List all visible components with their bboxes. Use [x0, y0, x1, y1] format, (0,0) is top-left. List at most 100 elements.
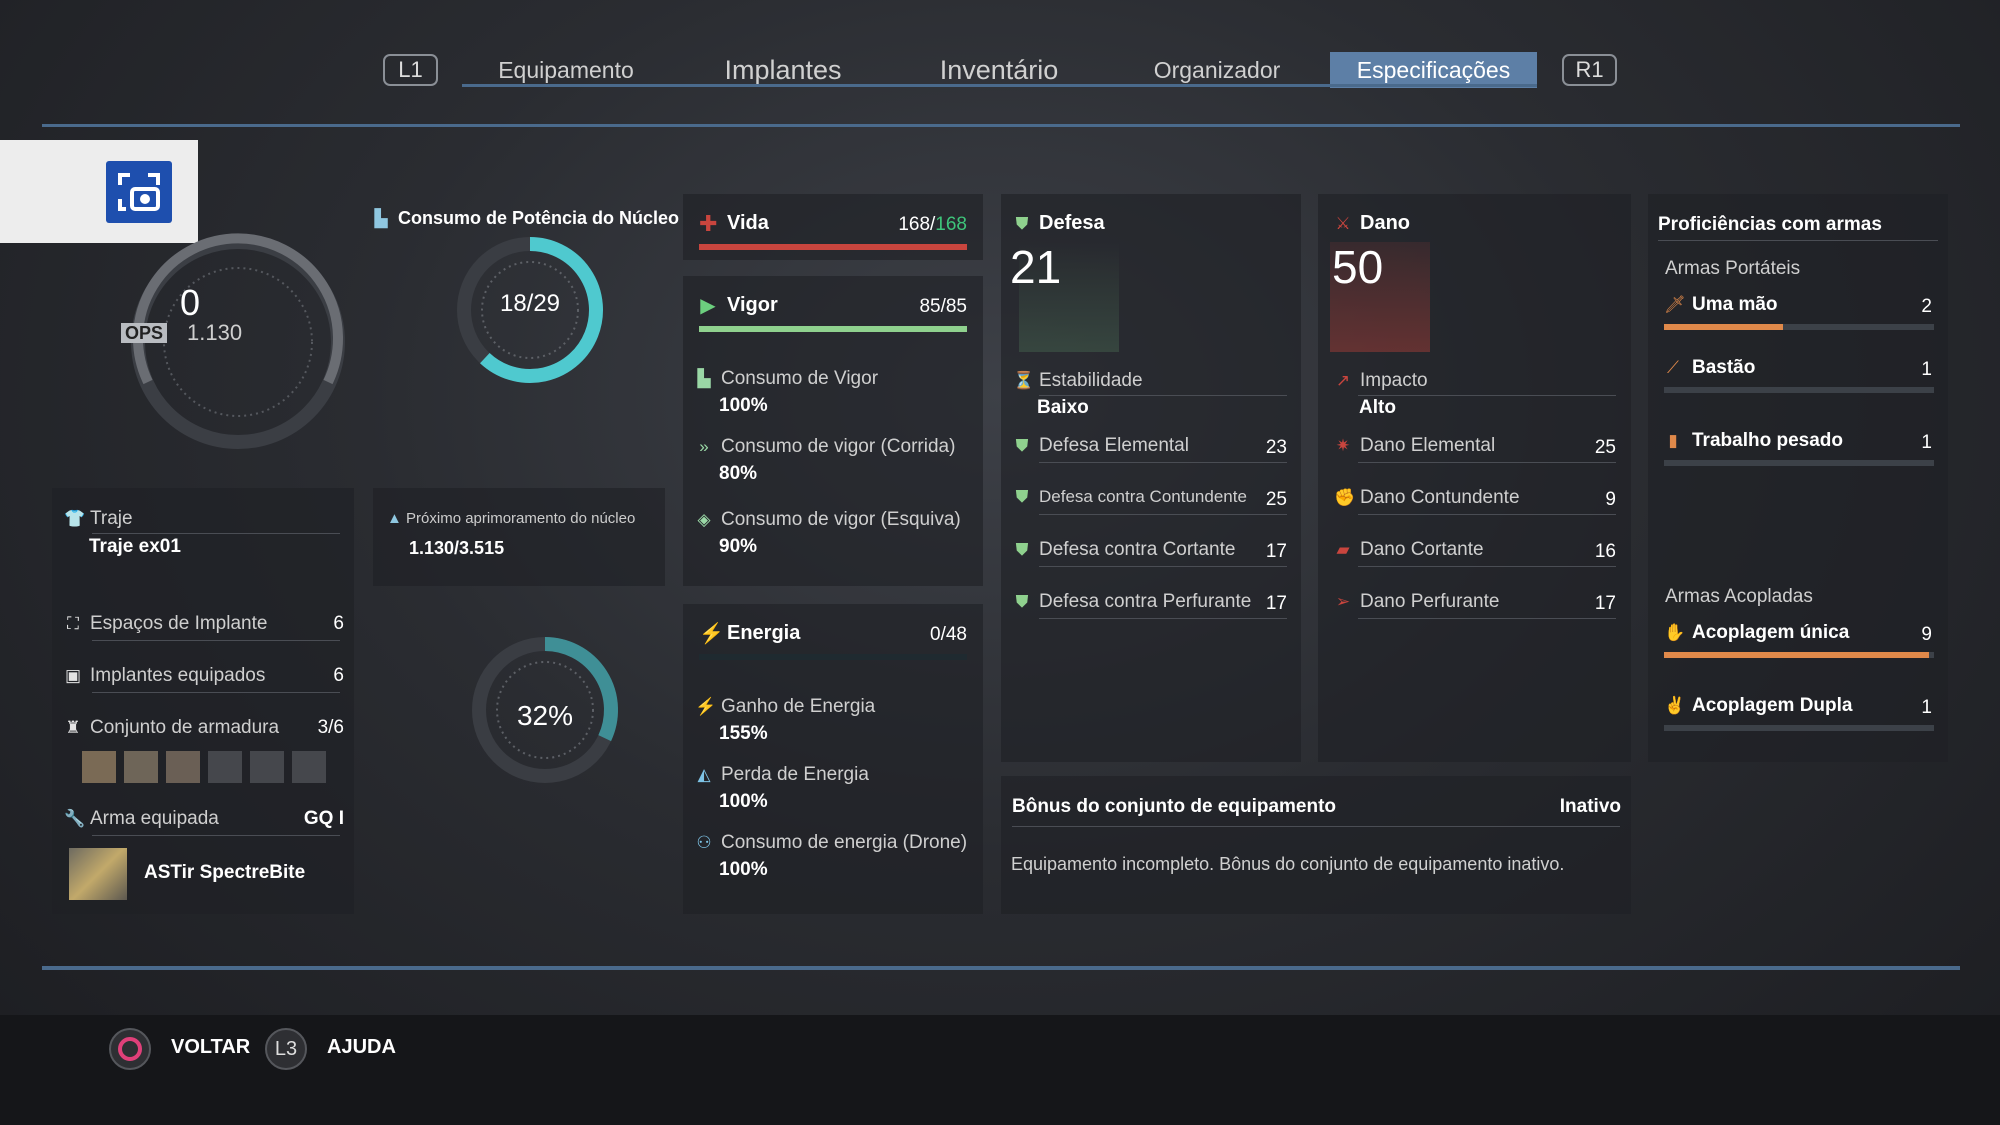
dano-value: 50 [1332, 241, 1384, 293]
vigor-arrow-icon: ▶ [700, 294, 716, 317]
vigor-panel: ▶ Vigor 85/85 ▙ Consumo de Vigor 100% » Con… [683, 276, 983, 586]
armor-slot-arm[interactable] [124, 751, 158, 783]
ring-fill [544, 637, 618, 742]
defesa-stat-value: 25 [1265, 489, 1287, 510]
energia-stat-value: 100% [719, 859, 768, 880]
proficiency-bar [1664, 460, 1934, 466]
capture-overlay[interactable] [0, 140, 198, 243]
weapon-name: ASTir SpectreBite [144, 862, 306, 883]
stability-icon: ⏳ [1013, 371, 1035, 390]
proficiency-bar [1664, 725, 1934, 731]
weapon-thumbnail[interactable] [69, 848, 127, 900]
estabilidade-value: Baixo [1037, 397, 1089, 418]
core-next-panel: ▲ Próximo aprimoramento do núcleo 1.130/… [373, 488, 665, 586]
heavy-work-icon: ▮ [1668, 431, 1678, 450]
energy-gain-icon: ⚡ [695, 697, 717, 716]
suit-name: Traje ex01 [89, 536, 181, 557]
shield-pierce-icon: ⛊ [1015, 592, 1029, 611]
portable-weapons-label: Armas Portáteis [1665, 258, 1801, 279]
docked-weapons-label: Armas Acopladas [1665, 586, 1813, 607]
slash-damage-icon: ▰ [1336, 540, 1350, 559]
suit-row: 👕 Traje [64, 508, 133, 529]
defesa-graph [1019, 242, 1119, 352]
vigor-value: 85/85 [919, 296, 967, 317]
dano-stat: ✷ Dano Elemental [1335, 435, 1496, 456]
pierce-damage-icon: ➢ [1335, 592, 1351, 611]
armor-slot-empty[interactable] [250, 751, 284, 783]
defesa-value: 21 [1010, 241, 1062, 293]
implants-equipped-row: ▣ Implantes equipados [64, 665, 266, 686]
armor-slot-leg[interactable] [166, 751, 200, 783]
energia-stat: ⚇ Consumo de energia (Drone) [696, 832, 968, 853]
blunt-damage-icon: ✊ [1334, 488, 1356, 507]
l3-button-icon[interactable]: L3 [265, 1028, 307, 1070]
tab-equipamento[interactable]: Equipamento [498, 56, 634, 83]
vida-header: ✚ Vida [699, 210, 769, 236]
shield-icon: ⛊ [1015, 213, 1029, 233]
defesa-stat-value: 17 [1265, 541, 1287, 562]
armor-slot-empty[interactable] [292, 751, 326, 783]
dano-stat-value: 16 [1594, 541, 1616, 562]
proficiency-item: ✌ Acoplagem Dupla [1664, 695, 1853, 716]
armor-set-value: 3/6 [317, 717, 344, 738]
implant-slots-value: 6 [333, 613, 344, 634]
defesa-header: ⛊ Defesa [1013, 212, 1105, 235]
tab-implantes[interactable]: Implantes [724, 54, 842, 85]
implant-slots-row: ⛶ Espaços de Implante [64, 613, 267, 635]
staff-icon: ⟋ [1667, 358, 1679, 377]
ring-ticks [496, 661, 594, 759]
circle-button-icon[interactable] [109, 1028, 151, 1070]
core-next-value: 1.130/3.515 [409, 538, 505, 558]
vigor-header: ▶ Vigor [700, 294, 778, 317]
armor-slots [82, 751, 326, 783]
dano-panel: ⚔ Dano 50 ↗ Impacto Alto ✷ Dano Elemental 2… [1318, 194, 1631, 762]
implants-equipped-value: 6 [333, 665, 344, 686]
single-dock-icon: ✋ [1664, 623, 1686, 642]
dano-stat: ✊ Dano Contundente [1334, 487, 1520, 508]
tab-especificacoes[interactable]: Especificações [1330, 52, 1537, 88]
armor-slot-head[interactable] [82, 751, 116, 783]
impacto-value: Alto [1359, 397, 1396, 418]
bonus-text: Equipamento incompleto. Bônus do conjunt… [1011, 854, 1565, 874]
vigor-bar [699, 326, 967, 332]
proficiency-item: 🗡 Uma mão [1664, 294, 1778, 315]
energy-loss-icon: ◭ [697, 765, 711, 784]
proficiency-value: 1 [1921, 432, 1932, 453]
defesa-stat-value: 17 [1265, 593, 1287, 614]
armor-slot-empty[interactable] [208, 751, 242, 783]
tab-inventario[interactable]: Inventário [939, 54, 1059, 85]
energia-stat-value: 155% [719, 723, 768, 744]
back-label[interactable]: VOLTAR [171, 1036, 251, 1058]
energia-header: ⚡ Energia [699, 622, 801, 645]
vigor-stat: ▙ Consumo de Vigor [695, 368, 878, 390]
ops-label: OPS [121, 323, 168, 343]
health-cross-icon: ✚ [699, 210, 718, 236]
dano-stat: ➢ Dano Perfurante [1335, 591, 1500, 612]
proficiency-item: ⟋ Bastão [1664, 357, 1755, 379]
tab-organizador[interactable]: Organizador [1153, 56, 1281, 83]
proficiency-bar-fill [1664, 324, 1783, 330]
proficiency-bar [1664, 387, 1934, 393]
impacto-row: ↗ Impacto [1335, 370, 1428, 391]
dano-stat-value: 9 [1605, 489, 1616, 510]
vigor-stat: » Consumo de vigor (Corrida) [695, 436, 955, 458]
l1-bumper[interactable]: L1 [383, 54, 438, 86]
vida-panel: ✚ Vida 168/168 [683, 194, 983, 260]
slots-icon: ⛶ [67, 614, 79, 633]
proficiency-title: Proficiências com armas [1658, 214, 1882, 235]
screenshot-icon[interactable] [106, 161, 172, 223]
percent-value: 32% [516, 700, 574, 731]
dano-header: ⚔ Dano [1335, 212, 1410, 234]
help-label[interactable]: AJUDA [327, 1036, 396, 1058]
wrench-icon: 🔧 [64, 809, 86, 828]
energia-value: 0/48 [930, 624, 967, 645]
vida-value: 168/168 [898, 214, 967, 235]
r1-bumper[interactable]: R1 [1562, 54, 1617, 86]
ring-ticks [481, 261, 579, 359]
vigor-bar-fill [699, 326, 967, 332]
dual-dock-icon: ✌ [1664, 696, 1686, 715]
frame-top [42, 124, 1960, 142]
run-icon: » [699, 437, 709, 456]
suit-panel: 👕 Traje Traje ex01 ⛶ Espaços de Implante 6… [52, 488, 354, 914]
core-ring [457, 237, 603, 383]
